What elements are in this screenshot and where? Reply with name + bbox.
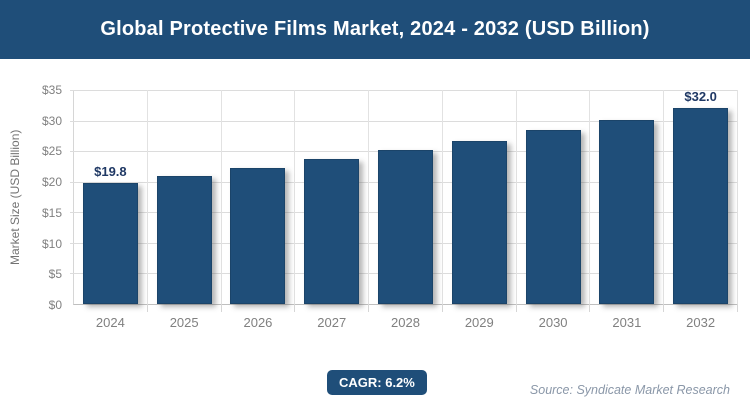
bar-2024: $19.8 <box>82 164 138 304</box>
bar-2032: $32.0 <box>673 89 729 304</box>
y-axis-tick-label: $15 <box>41 205 62 220</box>
cagr-badge: CAGR: 6.2% <box>327 370 427 395</box>
chart-column-2026: 2026 <box>222 90 296 330</box>
y-axis-tick-label: $5 <box>48 267 62 282</box>
bar-value-label: $32.0 <box>684 89 717 105</box>
chart-title-bar: Global Protective Films Market, 2024 - 2… <box>0 0 750 59</box>
x-axis-label: 2027 <box>317 315 347 330</box>
x-axis-label: 2025 <box>169 315 199 330</box>
bar-value-label: $19.8 <box>94 163 127 179</box>
y-axis-tick-label: $35 <box>41 83 62 97</box>
y-axis-tick-label: $20 <box>41 175 62 190</box>
x-axis-label: 2024 <box>95 315 125 330</box>
plot-area: $19.8 2024 2025 2026 2027 2028 2029 2030 2031 $32… <box>70 89 739 330</box>
bar-2025 <box>156 175 212 304</box>
x-axis-label: 2028 <box>391 315 420 330</box>
y-axis-tick-label: $30 <box>41 113 62 128</box>
bar-2030 <box>525 130 581 304</box>
bar-2028 <box>378 149 434 304</box>
x-axis-label: 2030 <box>538 315 568 330</box>
y-axis: $0 $5 $10 $15 $20 $25 $30 $35 <box>0 83 67 312</box>
x-axis-label: 2032 <box>686 315 716 330</box>
chart-column-2028: 2028 <box>369 90 443 330</box>
bar-2026 <box>230 167 286 304</box>
chart-column-2029: 2029 <box>443 90 517 330</box>
gridline <box>70 90 738 91</box>
bar-2029 <box>451 140 507 304</box>
chart-title: Global Protective Films Market, 2024 - 2… <box>100 18 650 40</box>
gridline <box>70 120 738 122</box>
x-axis-label: 2029 <box>464 315 494 330</box>
chart-column-2025: 2025 <box>148 90 222 330</box>
chart-column-2030: 2030 <box>517 90 591 330</box>
chart-column-2027: 2027 <box>295 90 370 330</box>
y-axis-tick-label: $25 <box>41 144 62 159</box>
y-axis-tick-label: $10 <box>41 236 62 251</box>
bar-2027 <box>304 159 360 304</box>
chart-column-2024: $19.8 2024 <box>74 90 148 330</box>
chart-column-2032: $32.0 2032 <box>664 89 739 330</box>
x-axis-label: 2031 <box>612 315 642 330</box>
x-axis-label: 2026 <box>243 315 273 330</box>
y-axis-tick-label: $0 <box>48 298 62 312</box>
chart-column-2031: 2031 <box>590 90 665 330</box>
bar-2031 <box>599 119 655 304</box>
source-attribution: Source: Syndicate Market Research <box>529 383 730 397</box>
